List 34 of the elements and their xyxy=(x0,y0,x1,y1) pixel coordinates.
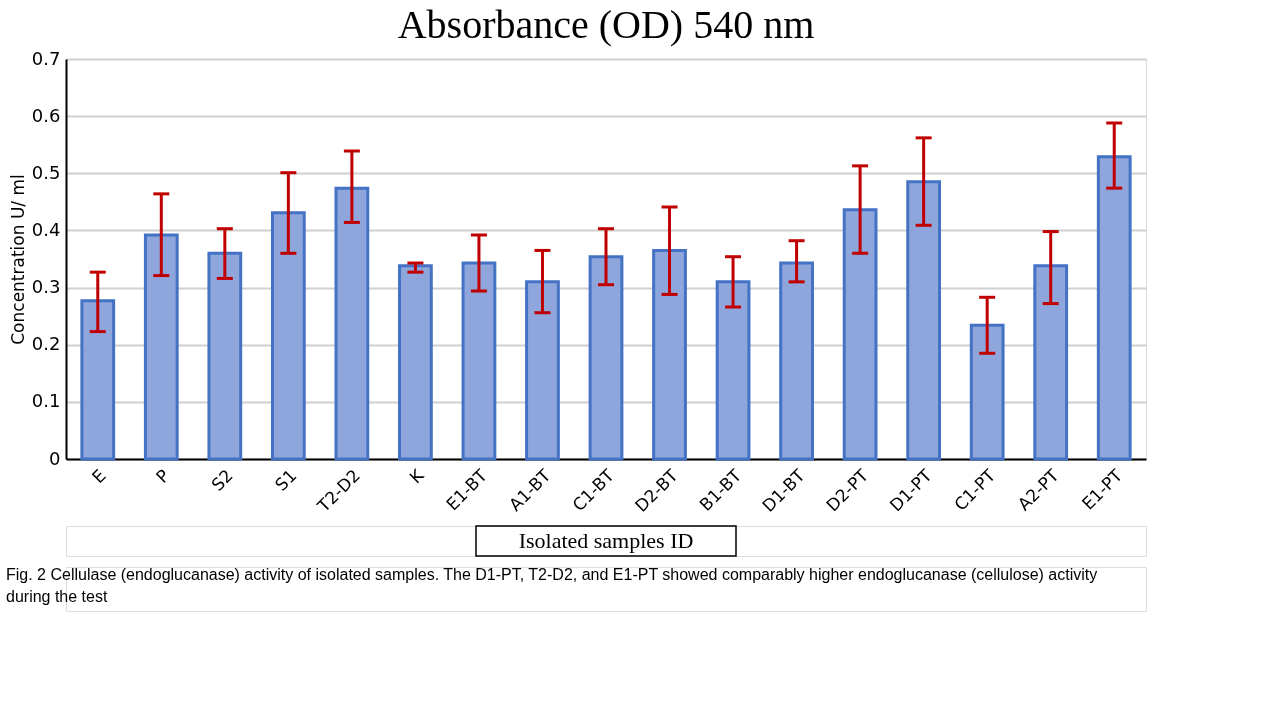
bar xyxy=(715,280,751,461)
x-tick-label: S2 xyxy=(207,465,237,495)
y-tick-label: 0.1 xyxy=(31,390,61,412)
bar xyxy=(398,264,433,461)
chart-title: Absorbance (OD) 540 nm xyxy=(397,2,815,47)
y-tick-label: 0.5 xyxy=(31,161,61,183)
bar xyxy=(779,261,814,461)
bar xyxy=(1033,264,1069,461)
x-tick-label: K xyxy=(405,464,429,488)
bar xyxy=(652,248,687,461)
y-tick-label: 0.4 xyxy=(31,218,61,240)
y-axis-title: Concentration U/ ml xyxy=(7,174,28,345)
y-tick-label: 0.6 xyxy=(31,104,61,126)
x-tick-label: E xyxy=(88,465,110,488)
bar xyxy=(80,299,116,461)
x-tick-label: S1 xyxy=(270,465,301,495)
bar xyxy=(525,280,560,461)
bar xyxy=(1096,155,1132,461)
bar xyxy=(270,211,306,461)
x-tick-label: P xyxy=(151,465,174,487)
bar xyxy=(842,208,878,461)
y-tick-label: 0.7 xyxy=(31,47,61,69)
bar xyxy=(334,186,370,461)
x-axis-title: Isolated samples ID xyxy=(518,528,694,553)
bar xyxy=(207,251,243,461)
y-tick-label: 0 xyxy=(49,447,61,469)
bar xyxy=(461,261,497,461)
bar xyxy=(588,255,624,461)
y-tick-label: 0.2 xyxy=(31,333,61,355)
y-tick-label: 0.3 xyxy=(31,276,61,298)
bar xyxy=(969,323,1005,461)
caption: Fig. 2 Cellulase (endoglucanase) activity of isolated samples. The D1-PT, T2-D2, and E1-PT showed comparably higher endoglucanase (cellulose) activity during the test xyxy=(6,566,1098,605)
bar xyxy=(143,233,179,461)
bar xyxy=(906,180,942,461)
